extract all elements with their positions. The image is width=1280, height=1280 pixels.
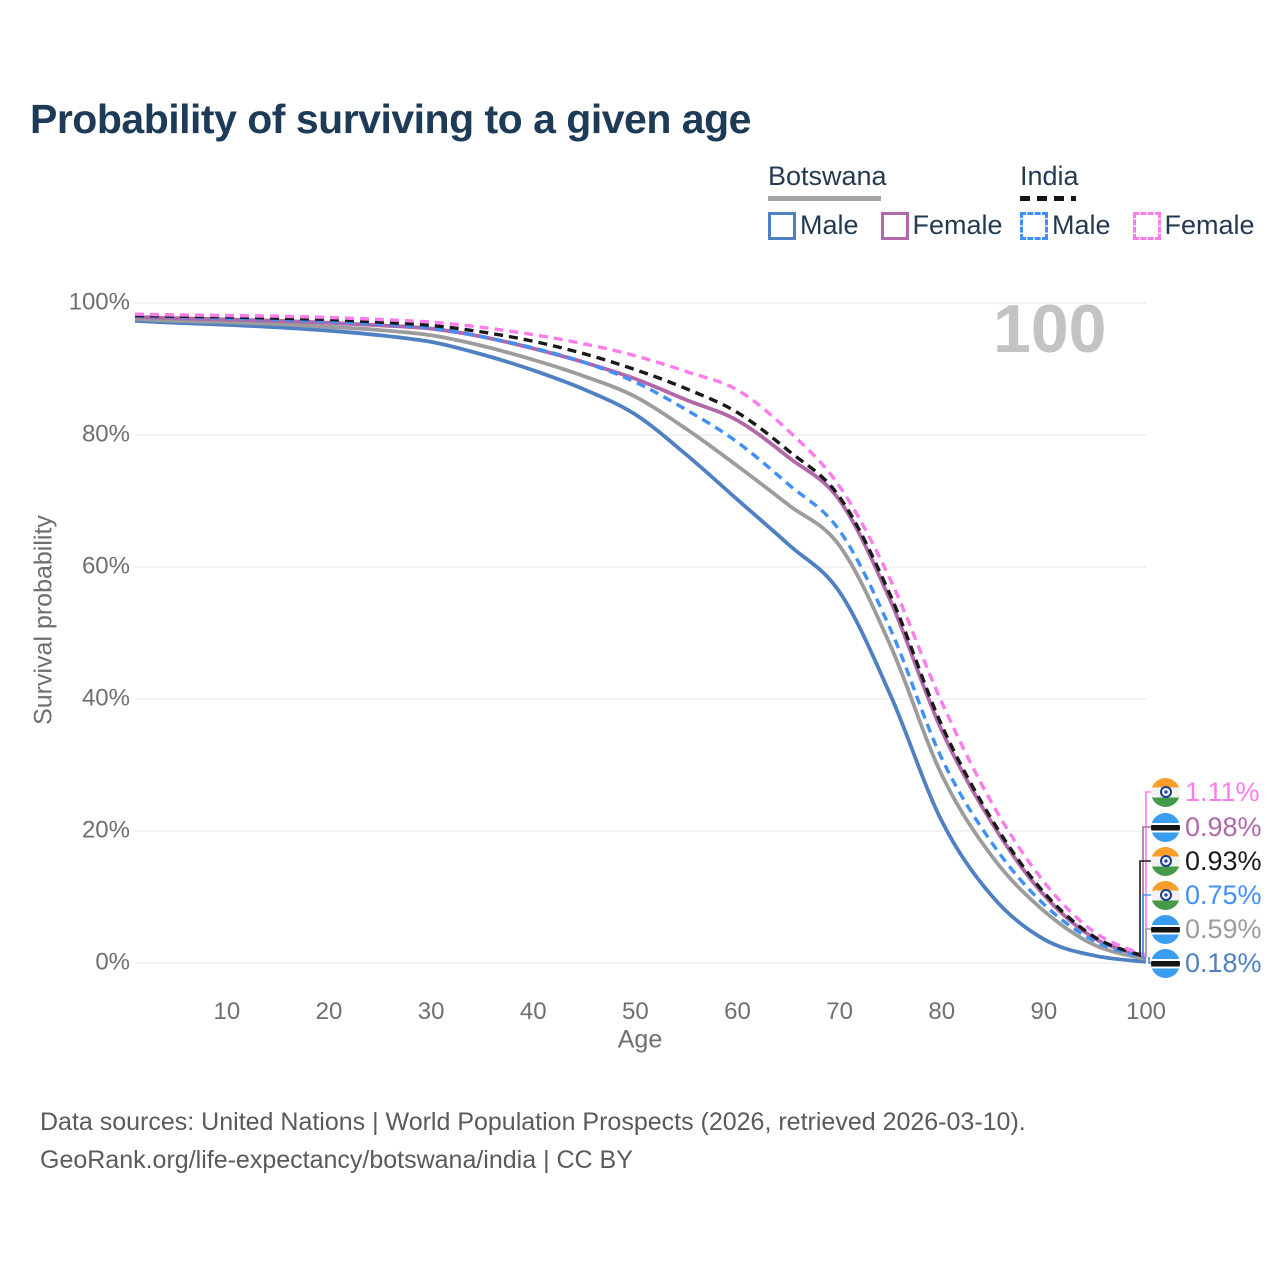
legend-item-botswana-male: Male bbox=[768, 210, 859, 241]
endpoint-value: 0.93% bbox=[1185, 845, 1262, 876]
endpoint-botswana-male: 0.18% bbox=[1151, 948, 1262, 978]
legend-label: Female bbox=[912, 210, 1003, 240]
curve-india-female bbox=[134, 312, 1147, 958]
endpoint-botswana-female: 0.98% bbox=[1151, 812, 1262, 842]
endpoint-botswana-all: 0.59% bbox=[1151, 914, 1262, 944]
legend-line-sample-botswana bbox=[768, 196, 881, 201]
curve-botswana-all bbox=[134, 316, 1147, 961]
legend-country-india: India bbox=[1020, 161, 1079, 191]
endpoint-value: 0.98% bbox=[1185, 811, 1262, 842]
x-tick-20: 20 bbox=[315, 998, 343, 1025]
age-counter-watermark: 100 bbox=[993, 291, 1107, 367]
callout-connectors bbox=[1139, 791, 1151, 964]
legend-label: Male bbox=[800, 210, 859, 240]
endpoint-india-all: 0.93% bbox=[1151, 846, 1262, 876]
x-tick-50: 50 bbox=[622, 998, 649, 1025]
legend-item-botswana-female: Female bbox=[880, 210, 1003, 241]
india-flag-icon bbox=[1151, 846, 1180, 876]
y-tick-20: 20% bbox=[81, 816, 130, 844]
x-tick-80: 80 bbox=[928, 998, 956, 1025]
legend-item-india-female: Female bbox=[1132, 210, 1255, 241]
curve-botswana-male bbox=[134, 318, 1147, 964]
botswana-flag-icon bbox=[1151, 948, 1180, 978]
endpoint-value: 0.75% bbox=[1185, 879, 1262, 910]
connector-india-all bbox=[1139, 860, 1151, 957]
x-tick-10: 10 bbox=[213, 998, 241, 1025]
endpoint-value: 1.11% bbox=[1185, 776, 1260, 807]
botswana-flag-icon bbox=[1151, 914, 1180, 944]
endpoint-value: 0.59% bbox=[1185, 913, 1262, 944]
y-tick-80: 80% bbox=[81, 420, 130, 448]
india-flag-icon bbox=[1151, 880, 1180, 910]
swatch-botswana-male bbox=[768, 211, 796, 240]
page-title: Probability of surviving to a given age bbox=[30, 96, 751, 142]
y-axis-label: Survival probability bbox=[29, 515, 58, 725]
india-flag-icon bbox=[1151, 777, 1180, 807]
endpoint-india-female: 1.11% bbox=[1151, 777, 1260, 807]
y-tick-60: 60% bbox=[81, 552, 130, 580]
x-tick-40: 40 bbox=[519, 998, 547, 1025]
swatch-india-male bbox=[1020, 211, 1048, 240]
y-tick-0: 0% bbox=[95, 948, 130, 976]
x-tick-60: 60 bbox=[724, 998, 751, 1025]
legend-label: Male bbox=[1052, 210, 1111, 240]
endpoint-india-male: 0.75% bbox=[1151, 880, 1262, 910]
legend-line-sample-india bbox=[1020, 196, 1076, 201]
y-tick-40: 40% bbox=[81, 684, 130, 712]
x-tick-100: 100 bbox=[1125, 998, 1167, 1025]
endpoint-value: 0.18% bbox=[1185, 947, 1262, 978]
connector-india-male bbox=[1142, 894, 1151, 957]
swatch-botswana-female bbox=[880, 211, 909, 240]
legend-item-india-male: Male bbox=[1020, 210, 1111, 241]
gridlines bbox=[135, 302, 1146, 964]
legend-country-botswana: Botswana bbox=[768, 161, 887, 191]
connector-botswana-female bbox=[1142, 826, 1151, 957]
x-tick-90: 90 bbox=[1030, 998, 1058, 1025]
curve-india-male bbox=[134, 314, 1147, 960]
legend-group-india: India Male Female bbox=[1020, 161, 1255, 241]
survival-curves bbox=[134, 312, 1147, 964]
x-tick-70: 70 bbox=[826, 998, 853, 1025]
botswana-flag-icon bbox=[1151, 812, 1180, 842]
legend-group-botswana: Botswana Male Female bbox=[768, 161, 1003, 241]
x-axis-label: Age bbox=[617, 1025, 663, 1054]
x-tick-30: 30 bbox=[417, 998, 445, 1025]
legend-label: Female bbox=[1164, 210, 1255, 240]
curve-botswana-female bbox=[134, 315, 1147, 959]
attribution-note: GeoRank.org/life-expectancy/botswana/ind… bbox=[40, 1146, 633, 1174]
data-source-note: Data sources: United Nations | World Pop… bbox=[40, 1108, 1026, 1136]
curve-india-all bbox=[134, 313, 1147, 959]
y-tick-100: 100% bbox=[68, 288, 130, 316]
swatch-india-female bbox=[1132, 211, 1161, 240]
